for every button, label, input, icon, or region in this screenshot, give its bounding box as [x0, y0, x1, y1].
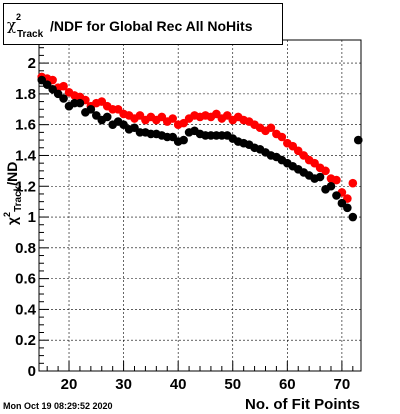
data-point — [348, 178, 358, 188]
axis-ticks — [39, 47, 354, 372]
y-tick-label: 1.6 — [15, 117, 36, 134]
data-point — [75, 98, 85, 108]
title-superscript: 2 — [16, 12, 22, 22]
data-point — [332, 175, 341, 185]
title-symbol: χ — [7, 16, 17, 34]
y-axis-label: χ2Track/ND — [0, 60, 30, 230]
plot-frame — [38, 39, 362, 372]
data-point — [168, 114, 178, 123]
data-point — [353, 135, 363, 145]
data-point — [321, 166, 330, 176]
ylabel-superscript: 2 — [2, 211, 12, 217]
grid — [39, 40, 361, 372]
x-tick-label: 50 — [224, 376, 241, 393]
y-tick-label: 0.4 — [15, 301, 37, 318]
title-subscript: Track — [17, 29, 44, 40]
data-point — [179, 135, 188, 145]
y-tick-label: 2 — [28, 55, 36, 72]
title-text: /NDF for Global Rec All NoHits — [50, 18, 253, 34]
x-tick-label: 40 — [170, 376, 187, 393]
data-point — [277, 132, 287, 142]
x-tick-label: 20 — [61, 376, 78, 393]
ylabel-subscript: Track — [13, 185, 24, 212]
y-tick-label: 1.2 — [15, 178, 36, 195]
data-point — [59, 81, 68, 91]
y-tick-label: 0.2 — [15, 332, 36, 349]
data-point — [86, 104, 96, 114]
ylabel-text: /ND — [4, 161, 20, 186]
ylabel-symbol: χ — [4, 216, 20, 225]
y-tick-label: 0.6 — [15, 271, 36, 288]
x-tick-label: 70 — [334, 376, 351, 393]
tick-labels: 20 30 40 50 60 70 0 0.2 0.4 0.6 0.8 1 1.2 1.4 1.6 1.8 2 — [15, 55, 350, 393]
chart-title: χ 2 Track /NDF for Global Rec All NoHits — [3, 3, 283, 45]
data-point — [348, 212, 358, 222]
data-point — [102, 112, 112, 122]
data-point — [326, 181, 336, 191]
y-tick-label: 1.8 — [15, 86, 36, 103]
y-tick-label: 0 — [28, 363, 36, 380]
data-point — [59, 94, 68, 103]
x-tick-label: 30 — [115, 376, 132, 393]
data-point — [266, 123, 276, 133]
data-points — [37, 72, 363, 222]
x-axis-label: No. of Fit Points — [245, 396, 360, 413]
data-point — [315, 172, 325, 182]
timestamp: Mon Oct 19 08:29:52 2020 — [3, 401, 113, 411]
data-point — [332, 191, 341, 200]
x-tick-label: 60 — [279, 376, 296, 393]
data-point — [343, 203, 352, 213]
y-tick-label: 1.4 — [15, 147, 37, 164]
y-tick-label: 0.8 — [15, 240, 36, 257]
y-tick-label: 1 — [28, 209, 36, 226]
